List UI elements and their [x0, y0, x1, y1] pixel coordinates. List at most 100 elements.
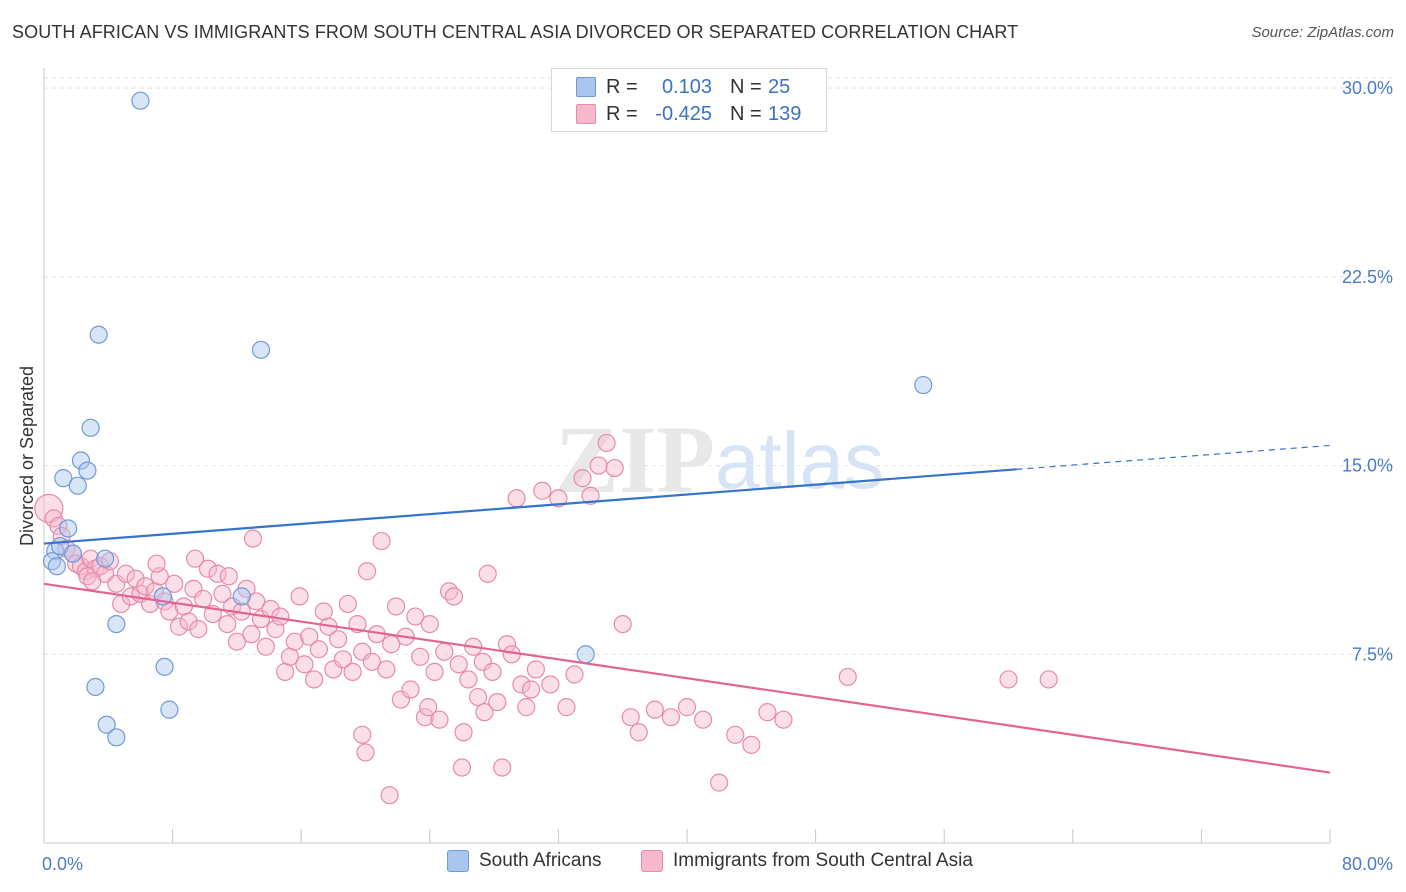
point-immigrant: [613, 614, 632, 634]
point-immigrant: [213, 584, 232, 603]
point-immigrant: [605, 458, 624, 478]
point-immigrant: [468, 687, 488, 707]
point-immigrant: [459, 670, 478, 689]
tick-labels: 7.5% 15.0% 22.5% 30.0% 0.0% 80.0% Divorced or …: [17, 78, 1393, 874]
point-immigrant: [380, 786, 399, 805]
point-immigrant: [189, 620, 208, 639]
legend-item-south-africans[interactable]: South Africans: [447, 850, 602, 872]
point-immigrant: [661, 708, 681, 727]
point-immigrant: [758, 703, 777, 722]
legend-swatch-blue: [447, 850, 469, 872]
point-south-african: [89, 325, 108, 344]
point-immigrant: [629, 723, 648, 742]
point-immigrant: [452, 758, 472, 777]
r-label: R =: [606, 75, 638, 98]
point-south-african: [42, 552, 62, 571]
point-immigrant: [710, 773, 729, 792]
n-value: 139: [768, 102, 802, 125]
point-south-african: [97, 715, 116, 734]
point-south-african: [59, 519, 78, 538]
point-immigrant: [372, 531, 391, 551]
point-immigrant: [165, 574, 184, 593]
point-immigrant: [304, 670, 324, 689]
point-immigrant: [726, 725, 745, 744]
point-south-african: [86, 677, 105, 697]
point-immigrant: [406, 607, 425, 626]
point-immigrant: [194, 589, 213, 609]
grid: [44, 77, 1392, 655]
point-immigrant: [565, 665, 584, 684]
legend-row-immigrants: R = -0.425 N = 139: [576, 101, 801, 127]
point-south-african: [68, 476, 87, 495]
point-south-african: [914, 375, 933, 395]
point-south-african: [47, 557, 66, 576]
point-immigrant: [329, 630, 348, 649]
point-immigrant: [512, 675, 531, 694]
legend-stats: R = 0.103 N = 25 R = -0.425 N = 139: [551, 68, 827, 132]
point-immigrant: [169, 617, 189, 636]
point-immigrant: [430, 710, 449, 729]
y-tick-label: 30.0%: [1342, 78, 1393, 98]
point-immigrant: [621, 708, 640, 727]
point-immigrant: [290, 587, 309, 606]
legend-label: Immigrants from South Central Asia: [673, 850, 973, 871]
point-immigrant: [256, 637, 275, 656]
watermark-zip: ZIP: [555, 406, 715, 513]
point-immigrant: [541, 675, 560, 694]
trend-lines: [43, 444, 1331, 774]
point-immigrant: [333, 650, 353, 669]
point-immigrant: [78, 567, 97, 586]
point-south-african: [81, 418, 100, 437]
point-immigrant: [186, 549, 205, 568]
legend-row-south-africans: R = 0.103 N = 25: [576, 74, 790, 100]
watermark-atlas: atlas: [715, 416, 884, 505]
n-value: 25: [768, 75, 791, 98]
point-immigrant: [425, 662, 444, 681]
point-immigrant: [147, 554, 166, 573]
point-immigrant: [549, 489, 568, 508]
n-label: N =: [730, 75, 762, 98]
point-immigrant: [136, 577, 155, 596]
trend-line-immigrants: [43, 582, 1331, 774]
point-immigrant: [358, 562, 377, 581]
trend-line-south-africans: [43, 468, 1017, 545]
point-south-african: [107, 614, 126, 634]
r-value: -0.425: [655, 102, 712, 125]
point-immigrant: [507, 489, 526, 508]
point-south-african: [155, 657, 174, 676]
point-south-african: [160, 700, 179, 719]
point-immigrant: [285, 632, 304, 651]
point-immigrant: [227, 632, 246, 651]
point-immigrant: [645, 700, 664, 719]
point-south-african: [95, 549, 115, 568]
point-south-african: [107, 728, 126, 747]
point-immigrant: [81, 549, 100, 568]
point-immigrant: [219, 567, 238, 586]
legend-item-immigrants[interactable]: Immigrants from South Central Asia: [641, 850, 973, 872]
point-immigrant: [242, 625, 261, 644]
point-immigrant: [401, 680, 420, 699]
trend-line-south-africans-extension: [1016, 444, 1331, 470]
point-immigrant: [34, 493, 64, 523]
point-immigrant: [179, 612, 198, 631]
point-immigrant: [435, 642, 454, 661]
point-immigrant: [439, 582, 459, 601]
point-immigrant: [353, 725, 372, 744]
point-immigrant: [116, 564, 136, 583]
point-immigrant: [67, 554, 86, 573]
point-immigrant: [198, 559, 218, 578]
point-south-african: [232, 587, 251, 606]
point-immigrant: [454, 723, 473, 742]
point-immigrant: [247, 592, 266, 611]
point-immigrant: [356, 743, 375, 762]
legend-swatch-pink: [576, 104, 596, 124]
legend-series: South Africans Immigrants from South Cen…: [0, 850, 1406, 878]
point-immigrant: [338, 594, 357, 614]
point-south-african: [78, 461, 97, 480]
point-south-african: [63, 544, 83, 563]
point-immigrant: [475, 703, 494, 722]
y-tick-label: 22.5%: [1342, 267, 1393, 287]
x-tick-label: 0.0%: [42, 854, 83, 874]
point-immigrant: [243, 529, 263, 548]
